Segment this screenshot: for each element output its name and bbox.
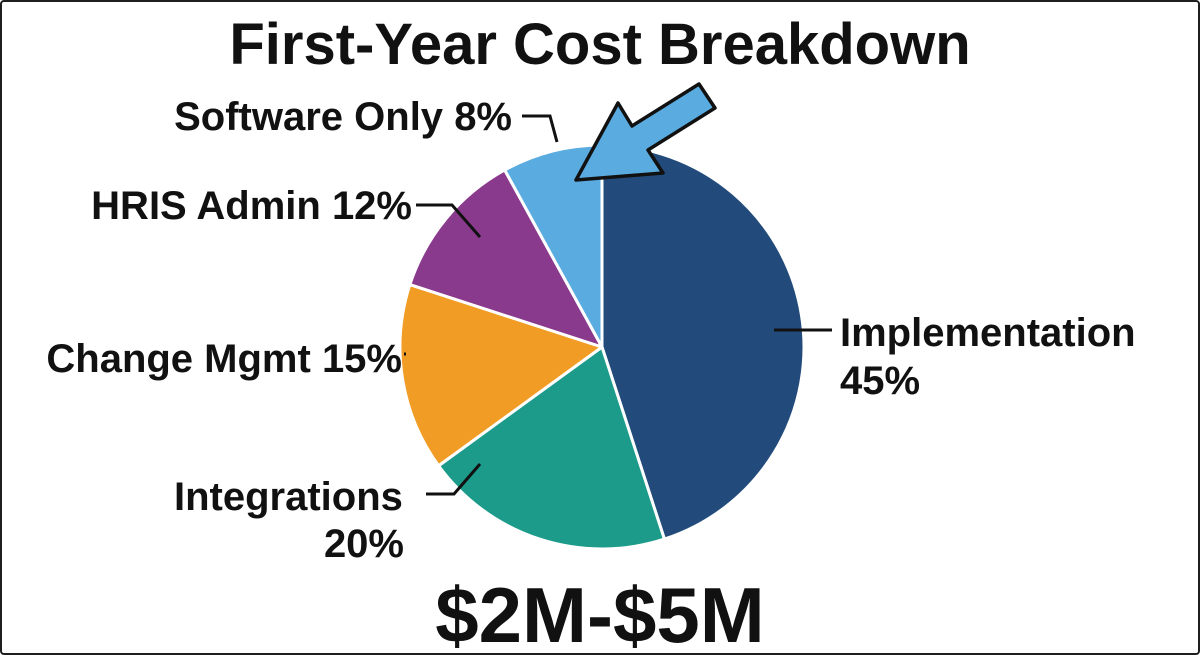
label-software-only: Software Only 8% (174, 95, 512, 139)
chart-title: First-Year Cost Breakdown (229, 12, 970, 77)
leader-line-integrations (426, 463, 482, 496)
label-integrations: Integrations 20% (174, 475, 414, 566)
leader-lines (404, 114, 832, 496)
arrow-icon (574, 82, 717, 182)
highlight-arrow (574, 82, 717, 182)
total-cost-label: $2M-$5M (435, 571, 764, 653)
pie-slice-implementation (600, 143, 806, 541)
slice-labels: Software Only 8% HRIS Admin 12% Change M… (46, 95, 1147, 566)
pie-slice-hris-admin (408, 168, 604, 349)
label-change-mgmt: Change Mgmt 15% (46, 337, 402, 381)
leader-line-hris-admin (416, 203, 482, 238)
pie-slice-change-mgmt (398, 283, 604, 468)
leader-line-software-only (522, 114, 559, 143)
label-hris-admin: HRIS Admin 12% (91, 184, 412, 228)
label-implementation: Implementation 45% (840, 311, 1147, 403)
pie-slice-integrations (437, 345, 666, 551)
